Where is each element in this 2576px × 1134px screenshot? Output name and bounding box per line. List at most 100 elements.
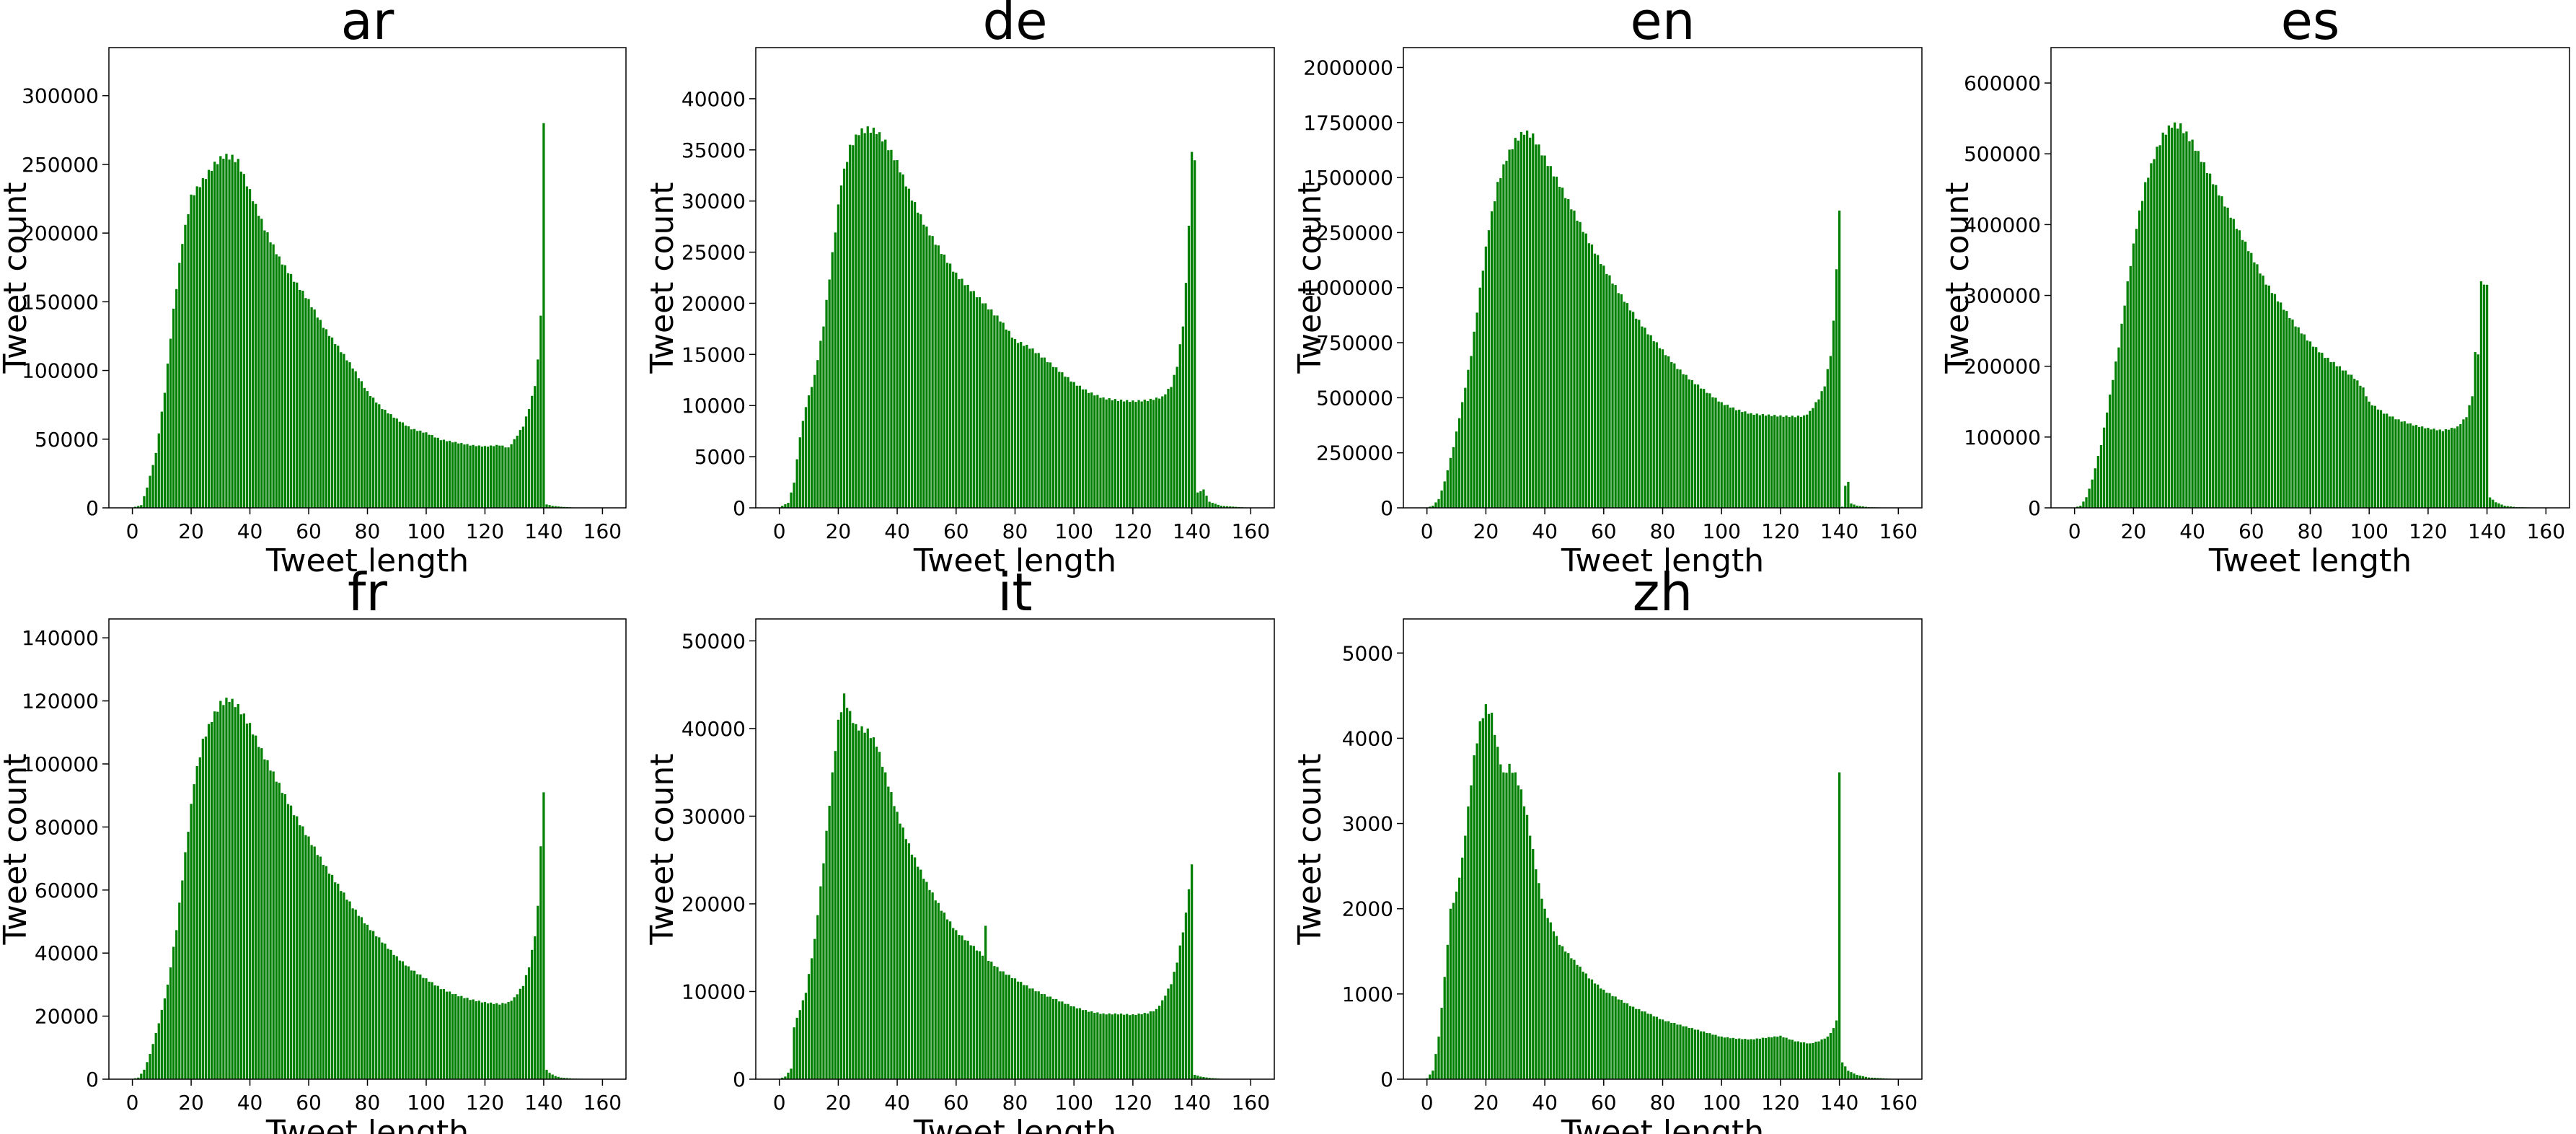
- bar-es-40: [2191, 139, 2194, 508]
- bar-ar-13: [169, 338, 172, 508]
- bar-en-55: [1587, 243, 1591, 508]
- bar-es-18: [2126, 281, 2129, 508]
- bar-de-65: [969, 291, 972, 508]
- x-tick-label-en-140: 140: [1820, 519, 1858, 543]
- bar-zh-53: [1582, 972, 1584, 1079]
- bar-de-26: [855, 134, 857, 508]
- y-axis-label-zh: Tweet count: [1292, 753, 1328, 945]
- x-tick-label-zh-40: 40: [1532, 1091, 1558, 1115]
- panel-title-zh: zh: [1633, 562, 1693, 623]
- bar-es-53: [2229, 217, 2232, 508]
- bar-es-30: [2161, 132, 2164, 508]
- bar-it-108: [1096, 1012, 1099, 1079]
- bar-es-97: [2359, 385, 2362, 508]
- bar-ar-96: [413, 428, 416, 508]
- bar-de-135: [1175, 366, 1178, 508]
- bar-ar-11: [163, 392, 167, 508]
- bar-ar-33: [228, 159, 231, 508]
- bar-es-67: [2270, 293, 2274, 508]
- bar-ar-121: [486, 447, 490, 508]
- bar-ar-95: [410, 429, 413, 508]
- bar-ar-34: [231, 154, 234, 509]
- bar-ar-101: [428, 434, 431, 508]
- bar-fr-33: [228, 702, 231, 1079]
- bar-it-105: [1088, 1011, 1090, 1079]
- bar-en-61: [1605, 273, 1608, 508]
- bar-fr-142: [548, 1073, 551, 1079]
- bar-it-123: [1140, 1014, 1143, 1079]
- bar-es-12: [2109, 394, 2112, 508]
- x-tick-label-ar-120: 120: [466, 519, 504, 543]
- bar-zh-71: [1635, 1008, 1638, 1079]
- y-tick-label-es-600000: 600000: [1964, 71, 2041, 95]
- bar-zh-148: [1861, 1076, 1864, 1079]
- bar-es-81: [2311, 346, 2315, 508]
- bar-zh-60: [1602, 989, 1605, 1079]
- bar-de-127: [1152, 400, 1155, 508]
- y-tick-label-en-2000000: 2000000: [1303, 56, 1393, 79]
- bar-en-127: [1799, 416, 1803, 508]
- bar-fr-68: [330, 874, 334, 1079]
- bar-es-15: [2117, 347, 2120, 508]
- bar-en-74: [1644, 328, 1646, 508]
- bar-de-145: [1205, 496, 1208, 508]
- bar-it-57: [945, 919, 949, 1079]
- bar-it-17: [828, 805, 831, 1079]
- bar-de-87: [1034, 353, 1037, 508]
- bar-de-2: [784, 504, 787, 508]
- bar-zh-79: [1658, 1019, 1662, 1079]
- bar-ar-122: [489, 445, 493, 508]
- x-tick-label-es-160: 160: [2527, 519, 2565, 543]
- bar-fr-37: [239, 714, 242, 1079]
- bar-zh-13: [1464, 835, 1467, 1079]
- bar-ar-53: [286, 273, 290, 508]
- bar-zh-142: [1844, 1066, 1847, 1079]
- bar-de-25: [852, 145, 855, 508]
- bar-es-2: [2079, 506, 2082, 508]
- bar-ar-106: [442, 439, 446, 508]
- bar-it-97: [1064, 1003, 1067, 1079]
- bar-es-17: [2123, 305, 2126, 508]
- bar-zh-45: [1558, 944, 1561, 1079]
- bar-ar-112: [460, 443, 463, 508]
- bar-ar-30: [219, 156, 222, 508]
- bar-zh-47: [1564, 951, 1567, 1079]
- y-axis-label-fr: Tweet count: [0, 753, 34, 945]
- bar-de-14: [819, 340, 822, 508]
- bar-zh-128: [1802, 1042, 1806, 1079]
- bar-es-105: [2383, 413, 2386, 508]
- bar-es-78: [2303, 334, 2306, 508]
- bar-it-38: [890, 792, 893, 1079]
- bar-ar-116: [472, 444, 475, 508]
- x-tick-label-es-100: 100: [2350, 519, 2388, 543]
- bar-de-143: [1199, 491, 1202, 508]
- bar-es-20: [2132, 243, 2135, 508]
- bar-en-73: [1641, 326, 1644, 508]
- bar-it-8: [801, 1000, 804, 1079]
- bar-ar-132: [519, 430, 521, 508]
- bar-es-108: [2391, 416, 2394, 508]
- bar-en-17: [1476, 312, 1478, 508]
- bar-zh-150: [1867, 1077, 1871, 1079]
- bar-it-87: [1034, 991, 1037, 1079]
- bar-en-116: [1767, 414, 1770, 508]
- bar-en-109: [1747, 413, 1750, 508]
- bar-zh-24: [1496, 747, 1499, 1079]
- bar-ar-51: [281, 264, 283, 508]
- bar-fr-60: [307, 836, 310, 1079]
- bar-fr-106: [442, 989, 446, 1079]
- bar-de-53: [934, 245, 937, 508]
- bar-de-117: [1123, 401, 1126, 508]
- bar-it-47: [917, 866, 919, 1079]
- bar-ar-144: [554, 506, 557, 508]
- bar-de-55: [940, 254, 943, 508]
- bar-it-90: [1043, 994, 1046, 1079]
- bar-de-45: [910, 201, 914, 508]
- bar-de-140: [1190, 151, 1194, 509]
- bar-it-3: [787, 1073, 790, 1079]
- bar-zh-149: [1864, 1076, 1868, 1079]
- bar-fr-42: [255, 735, 257, 1079]
- bar-it-120: [1132, 1014, 1134, 1079]
- bar-fr-73: [345, 900, 348, 1079]
- bar-es-50: [2220, 196, 2223, 508]
